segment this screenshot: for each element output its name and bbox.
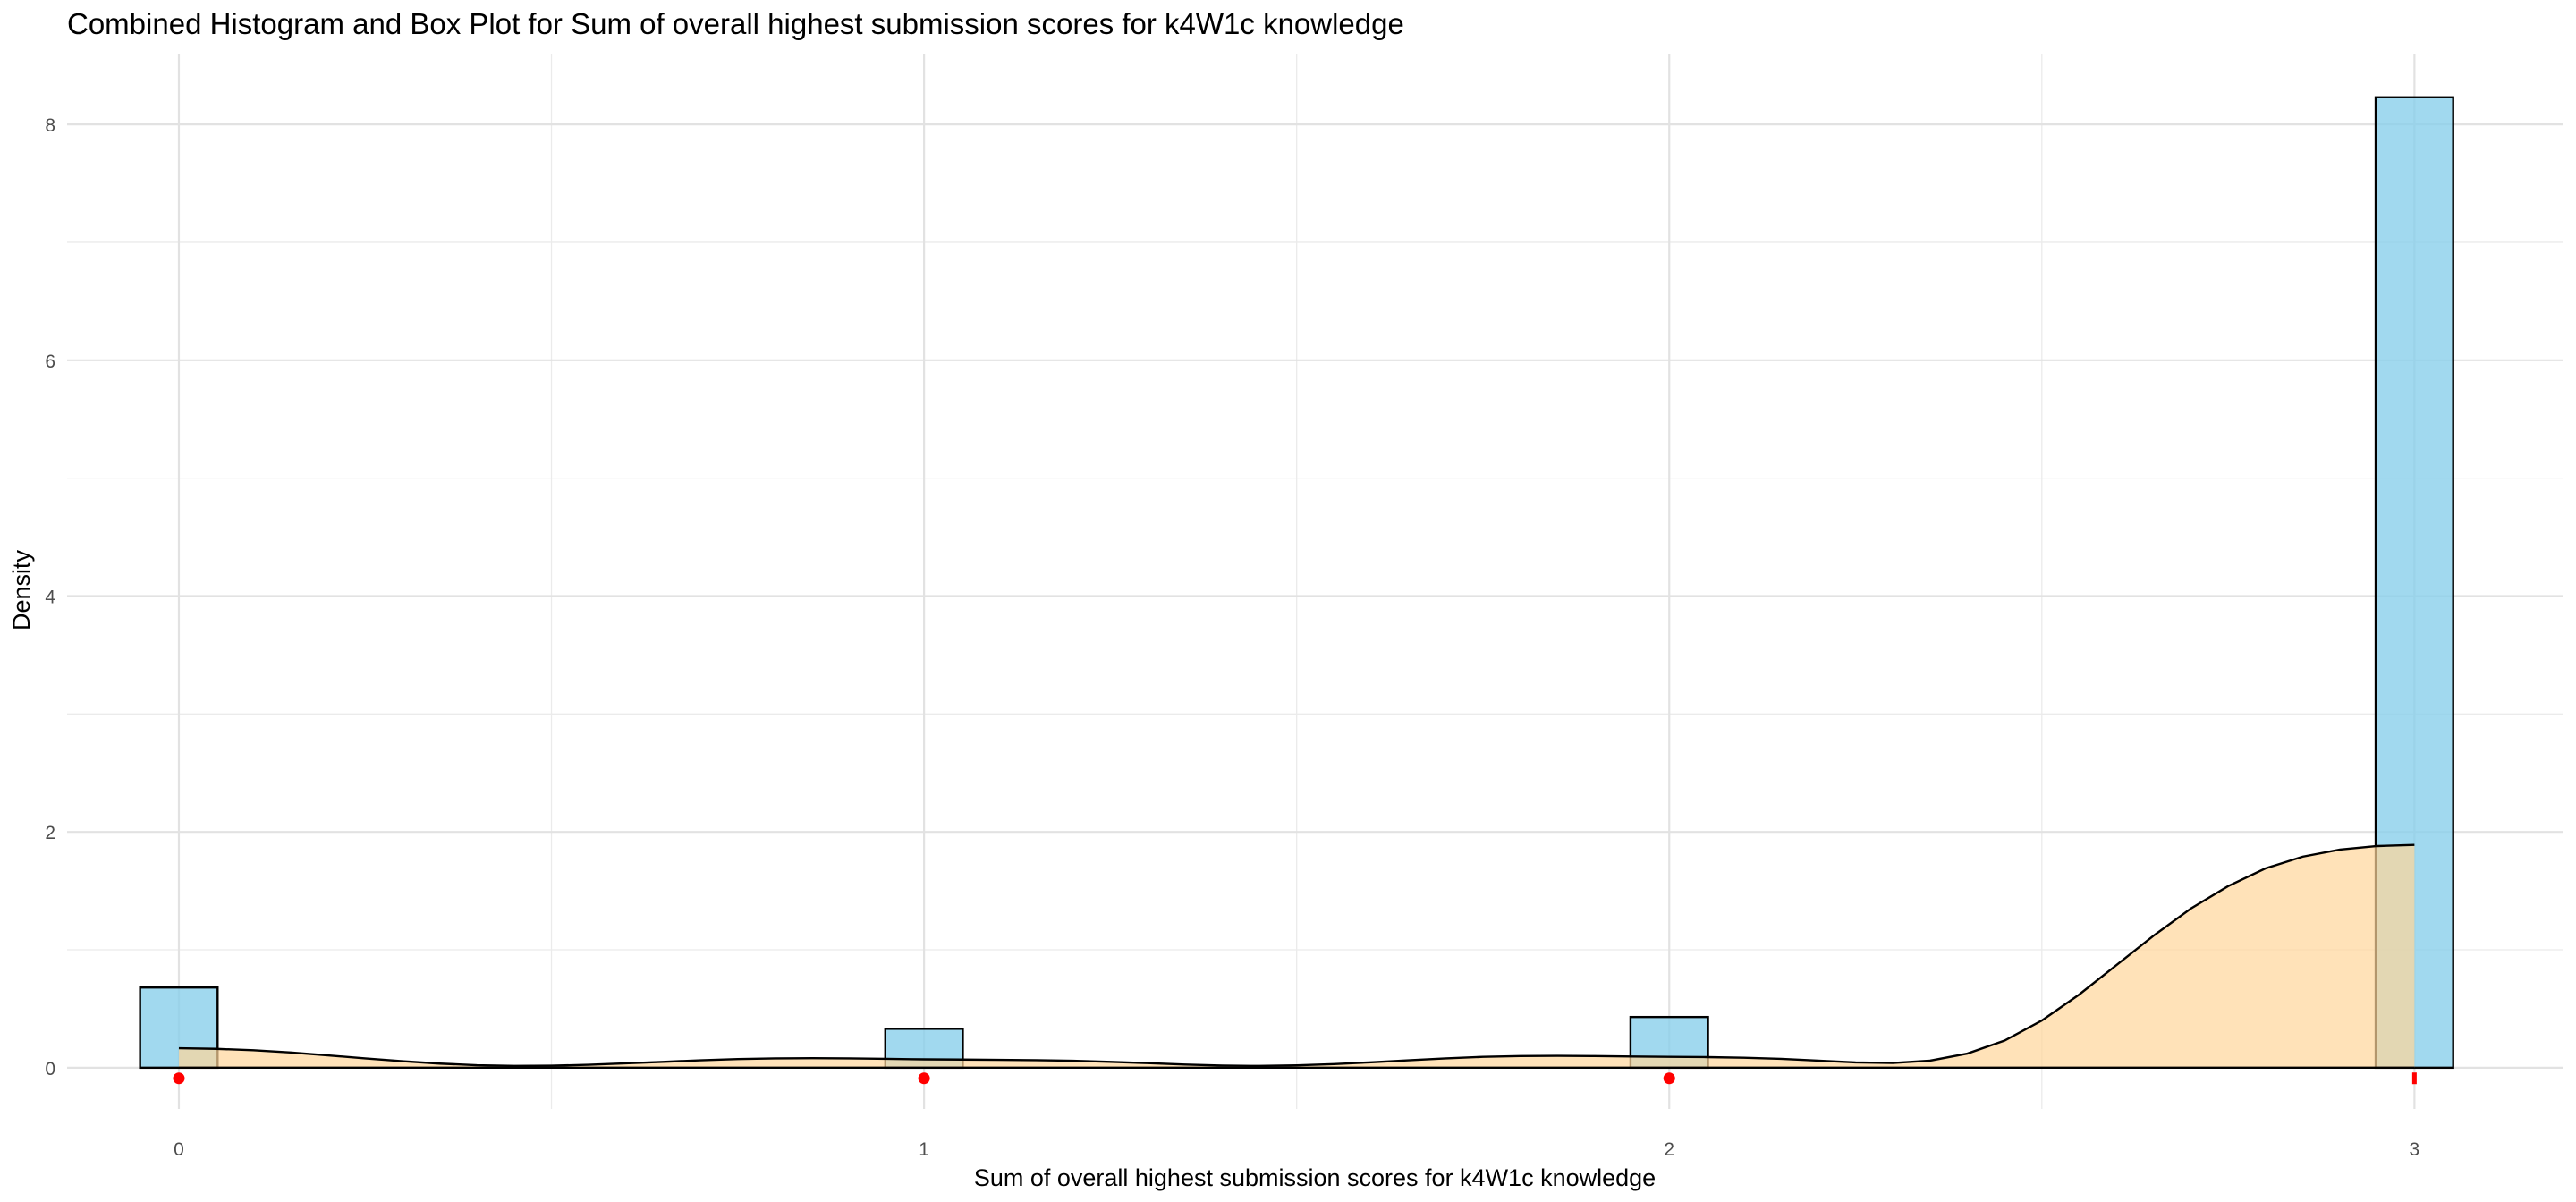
y-tick-label: 6 xyxy=(45,351,55,372)
y-tick-label: 4 xyxy=(45,587,55,607)
y-axis-title: Density xyxy=(8,549,35,631)
y-tick-label: 8 xyxy=(45,115,55,136)
box-plot-outlier xyxy=(173,1072,185,1085)
density-curve xyxy=(178,843,2415,1070)
box-plot-box xyxy=(2411,1072,2417,1085)
box-plot-outlier xyxy=(918,1072,930,1085)
x-tick-label: 0 xyxy=(174,1139,184,1160)
x-axis-tick-labels: 0 1 2 3 xyxy=(174,1139,2419,1160)
y-tick-label: 0 xyxy=(45,1059,55,1079)
x-tick-label: 2 xyxy=(1664,1139,1674,1160)
x-axis-title: Sum of overall highest submission scores… xyxy=(974,1164,1656,1191)
y-tick-label: 2 xyxy=(45,823,55,843)
chart-title: Combined Histogram and Box Plot for Sum … xyxy=(67,7,1404,40)
x-tick-label: 1 xyxy=(919,1139,929,1160)
y-axis-tick-labels: 0 2 4 6 8 xyxy=(45,115,55,1079)
density-area xyxy=(178,844,2415,1068)
x-tick-label: 3 xyxy=(2410,1139,2420,1160)
box-plot xyxy=(173,1072,2417,1085)
minor-gridlines xyxy=(67,54,2563,1109)
box-plot-outlier xyxy=(1663,1072,1675,1085)
density-line xyxy=(178,843,2415,1068)
